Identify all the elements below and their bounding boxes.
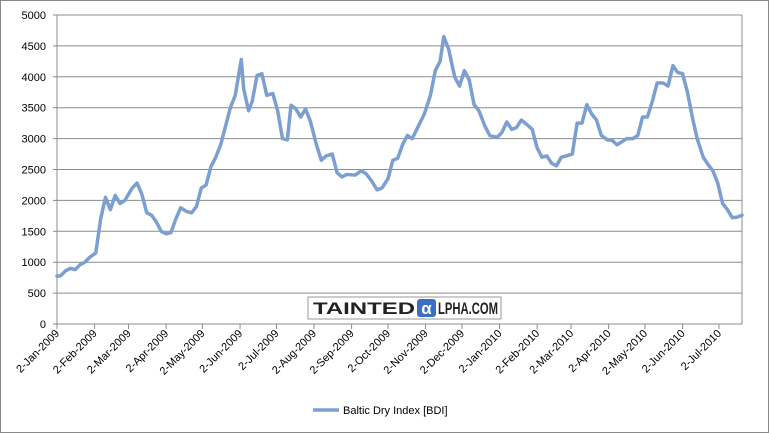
y-tick-label: 0 <box>40 319 46 331</box>
logo: TAINTED α LPHA.COM <box>307 296 502 320</box>
logo-text: TAINTED <box>313 299 415 318</box>
y-tick-label: 4500 <box>22 41 46 53</box>
legend-label: Baltic Dry Index [BDI] <box>343 405 448 417</box>
y-tick-label: 2500 <box>22 165 46 177</box>
y-tick-label: 3000 <box>22 134 46 146</box>
data-line <box>55 34 744 278</box>
y-tick-label: 2000 <box>22 195 46 207</box>
y-tick-label: 3500 <box>22 103 46 115</box>
logo-mark <box>417 299 436 317</box>
y-tick-label: 5000 <box>22 10 46 22</box>
logo-box <box>307 296 502 320</box>
y-tick-label: 500 <box>28 288 46 300</box>
y-tick-label: 4000 <box>22 72 46 84</box>
logo-text: α <box>421 299 432 318</box>
y-tick-label: 1500 <box>22 226 46 238</box>
y-tick-label: 1000 <box>22 257 46 269</box>
logo-text: LPHA.COM <box>438 299 498 318</box>
